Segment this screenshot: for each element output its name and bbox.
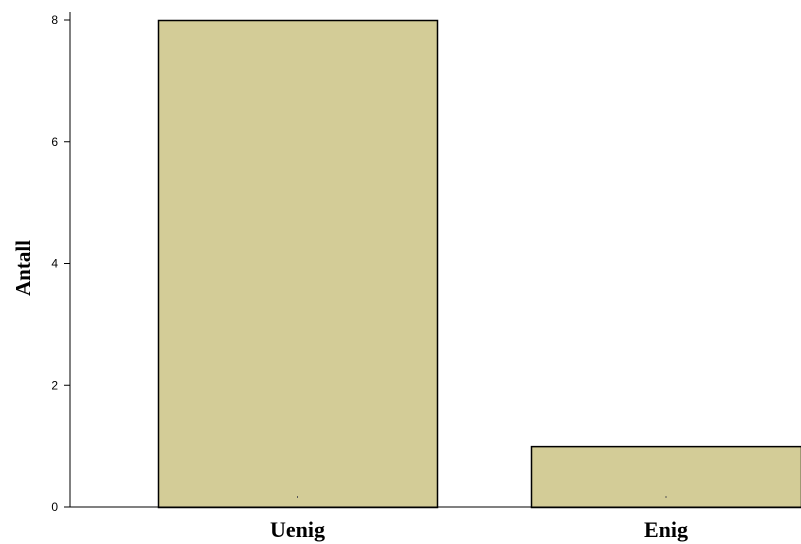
y-tick-label: 0: [51, 500, 58, 514]
y-tick-label: 6: [51, 135, 58, 149]
y-tick-label: 2: [51, 378, 58, 392]
y-tick-label: 4: [51, 257, 58, 271]
y-ticks-layer: 0 2 4 6 8: [51, 13, 70, 514]
x-category-label: Enig: [644, 517, 688, 542]
x-category-label: Uenig: [270, 517, 325, 542]
bars-layer: [157, 19, 801, 509]
bar-enig: [530, 445, 801, 509]
axes-layer: [69, 12, 801, 508]
bar-uenig: [157, 19, 439, 509]
x-labels-layer: Uenig Enig: [270, 496, 688, 542]
y-tick-label: 8: [51, 13, 58, 27]
y-axis-title: Antall: [11, 240, 35, 296]
